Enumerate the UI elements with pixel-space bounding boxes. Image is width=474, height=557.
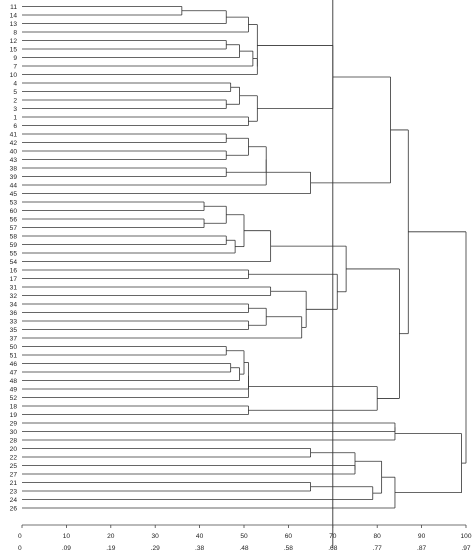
x-axis: 0 0 10 .09 20 .19 30 .29 40 .38 50 .48 60 .58 70 .68 80.… <box>18 524 472 552</box>
leaf-labels: 1114138121597104523164142404338394445536… <box>10 4 18 513</box>
leaf-label: 4 <box>13 80 17 87</box>
leaf-label: 60 <box>10 208 18 215</box>
leaf-label: 43 <box>10 157 18 164</box>
leaf-label: 13 <box>10 21 18 28</box>
leaf-label: 25 <box>10 463 18 470</box>
leaf-label: 53 <box>10 199 18 206</box>
x-tick-label-top: 70 <box>329 533 337 540</box>
x-tick-label-top: 20 <box>107 533 115 540</box>
leaf-label: 36 <box>10 310 18 317</box>
x-tick-label-top: 100 <box>460 533 471 540</box>
leaf-label: 31 <box>10 284 18 291</box>
x-tick-label-bottom: 0 <box>18 545 22 552</box>
leaf-label: 12 <box>10 38 18 45</box>
x-tick-label-top: 90 <box>418 533 426 540</box>
leaf-label: 6 <box>13 123 17 130</box>
leaf-label: 56 <box>10 216 18 223</box>
leaf-label: 46 <box>10 361 18 368</box>
leaf-label: 37 <box>10 335 18 342</box>
leaf-label: 20 <box>10 446 18 453</box>
x-tick-label-bottom: .29 <box>151 545 160 552</box>
leaf-label: 54 <box>10 259 18 266</box>
leaf-label: 29 <box>10 420 18 427</box>
leaf-label: 16 <box>10 267 18 274</box>
leaf-label: 26 <box>10 505 18 512</box>
leaf-label: 8 <box>13 29 17 36</box>
leaf-label: 1 <box>13 114 17 121</box>
leaf-label: 50 <box>10 344 18 351</box>
leaf-label: 27 <box>10 471 18 478</box>
leaf-label: 57 <box>10 225 18 232</box>
leaf-label: 49 <box>10 386 18 393</box>
x-tick-label-bottom: .58 <box>284 545 293 552</box>
x-tick-label-top: 80 <box>374 533 382 540</box>
leaf-label: 30 <box>10 429 18 436</box>
leaf-label: 45 <box>10 191 18 198</box>
x-tick-label-top: 60 <box>285 533 293 540</box>
x-tick-label-bottom: .09 <box>62 545 71 552</box>
leaf-label: 58 <box>10 233 18 240</box>
leaf-label: 40 <box>10 148 18 155</box>
leaf-label: 48 <box>10 378 18 385</box>
leaf-label: 18 <box>10 403 18 410</box>
x-tick-label-top: 30 <box>152 533 160 540</box>
leaf-label: 9 <box>13 55 17 62</box>
leaf-label: 35 <box>10 327 18 334</box>
leaf-label: 23 <box>10 488 18 495</box>
x-tick-label-top: 0 <box>18 533 22 540</box>
x-tick-label-top: 10 <box>63 533 71 540</box>
x-tick-label-bottom: .87 <box>417 545 426 552</box>
leaf-label: 24 <box>10 497 18 504</box>
x-tick-label-top: 40 <box>196 533 204 540</box>
x-tick-label-bottom: .38 <box>195 545 204 552</box>
x-tick-label-bottom: .77 <box>373 545 382 552</box>
leaf-label: 2 <box>13 97 17 104</box>
leaf-label: 44 <box>10 182 18 189</box>
leaf-label: 3 <box>13 106 17 113</box>
x-tick-label-bottom: .68 <box>328 545 337 552</box>
leaf-label: 55 <box>10 250 18 257</box>
x-tick-label-bottom: .48 <box>239 545 248 552</box>
leaf-label: 21 <box>10 480 18 487</box>
leaf-label: 38 <box>10 165 18 172</box>
leaf-label: 33 <box>10 318 18 325</box>
leaf-label: 14 <box>10 12 18 19</box>
leaf-label: 32 <box>10 293 18 300</box>
leaf-label: 42 <box>10 140 18 147</box>
leaf-label: 41 <box>10 131 18 138</box>
leaf-label: 15 <box>10 46 18 53</box>
leaf-label: 51 <box>10 352 18 359</box>
leaf-label: 59 <box>10 242 18 249</box>
leaf-label: 19 <box>10 412 18 419</box>
x-tick-label-top: 50 <box>240 533 248 540</box>
leaf-label: 22 <box>10 454 18 461</box>
leaf-label: 39 <box>10 174 18 181</box>
leaf-label: 52 <box>10 395 18 402</box>
leaf-label: 34 <box>10 301 18 308</box>
leaf-label: 5 <box>13 89 17 96</box>
leaf-label: 28 <box>10 437 18 444</box>
leaf-label: 17 <box>10 276 18 283</box>
dendrogram-links <box>22 6 467 509</box>
leaf-label: 11 <box>10 4 17 11</box>
x-tick-label-bottom: .19 <box>106 545 115 552</box>
x-tick-label-bottom: .97 <box>461 545 470 552</box>
leaf-label: 47 <box>10 369 18 376</box>
leaf-label: 10 <box>10 72 18 79</box>
leaf-label: 7 <box>13 63 17 70</box>
